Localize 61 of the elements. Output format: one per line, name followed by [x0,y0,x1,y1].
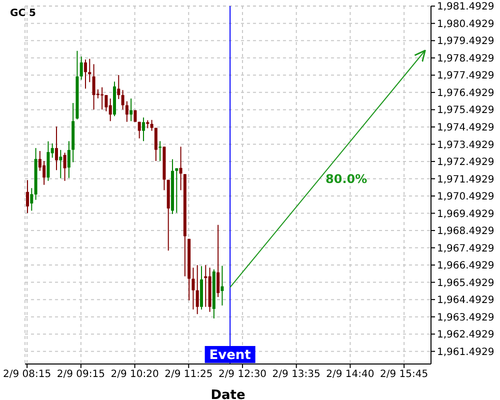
candlestick [142,117,145,142]
y-tick-label: 1,962.4929 [437,330,494,341]
x-tick-label: 2/9 10:20 [110,369,159,380]
y-tick-label: 1,974.4929 [437,122,494,134]
y-tick-label: 1,970.4929 [437,192,494,203]
x-tick-label: 2/9 09:15 [56,369,105,380]
candlestick [216,224,220,298]
candlestick [59,149,62,179]
candlestick [55,126,58,171]
x-tick-label: 2/9 14:40 [326,369,374,380]
candlestick [67,140,70,178]
candlestick [63,152,66,182]
candlestick [192,267,195,310]
y-tick-label: 1,969.4929 [437,208,494,220]
annotation: Event [209,348,251,364]
candlestick [125,100,128,122]
candlestick [130,98,133,122]
y-tick-label: 1,976.4929 [437,88,494,99]
candlestick [158,140,162,162]
y-tick-label: 1,975.4929 [437,105,494,116]
candlestick [175,168,178,214]
y-tick-label: 1,963.4929 [437,312,494,324]
candlestick [84,59,87,90]
candlestick [196,264,199,315]
candlestick [179,146,182,191]
y-tick-label: 1,980.4929 [437,18,494,30]
annotation: 80.0% [326,172,368,186]
y-tick-label: 1,971.4929 [437,174,494,186]
candlestick [100,86,104,110]
y-tick-label: 1,979.4929 [437,36,494,48]
candlestick [117,74,120,100]
y-tick-label: 1,961.4929 [437,346,494,358]
y-tick-label: 1,978.4929 [437,53,494,64]
y-tick-label: 1,966.4929 [437,260,494,272]
y-tick-label: 1,973.4929 [437,140,494,151]
candlestick [80,56,83,80]
x-tick-label: 2/9 15:45 [380,369,428,380]
x-tick-label: 2/9 08:15 [3,369,52,380]
y-tick-label: 1,981.4929 [437,2,494,13]
y-tick-label: 1,964.4929 [437,295,494,306]
candlestick [26,180,29,214]
x-tick-label: 2/9 12:30 [218,369,267,380]
x-tick-label: 2/9 11:25 [164,369,213,380]
candlestick [42,160,46,186]
y-tick-label: 1,972.4929 [437,157,494,168]
candlestick [92,64,96,110]
candlestick [154,127,158,162]
candlestick [150,119,154,132]
x-axis-title: Date [210,388,246,400]
y-tick-label: 1,968.4929 [437,226,494,238]
candlestick [220,265,224,306]
candlestick [88,58,92,83]
candlestick [104,94,108,112]
y-tick-label: 1,967.4929 [437,243,494,254]
candlestick [121,90,124,110]
candlestick [108,98,112,122]
y-tick-label: 1,965.4929 [437,278,494,289]
y-tick-label: 1,977.4929 [437,70,494,82]
x-tick-label: 2/9 13:35 [272,369,320,380]
chart-title: GC 5 [10,8,36,20]
candlestick [138,121,141,139]
